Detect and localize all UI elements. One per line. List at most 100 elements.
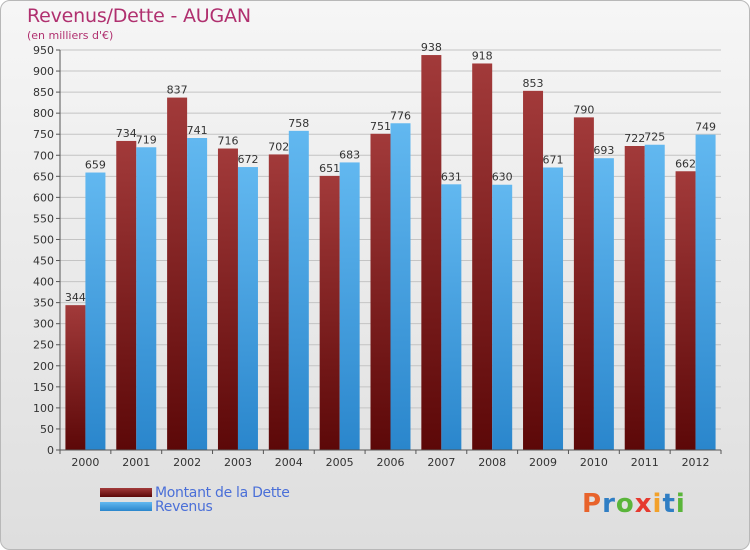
bar-revenus-2000 (85, 172, 106, 451)
x-tick-label: 2007 (427, 456, 455, 469)
y-tick-label: 950 (33, 44, 54, 57)
bar-dette-2002 (167, 97, 188, 450)
logo-letter: P (582, 489, 603, 519)
data-label-revenus-2004: 758 (288, 117, 309, 130)
legend-swatch-dette (100, 488, 152, 497)
legend-label-revenus: Revenus (155, 499, 213, 515)
data-label-revenus-2001: 719 (136, 133, 157, 146)
data-label-revenus-2010: 693 (593, 144, 614, 157)
data-label-dette-2011: 722 (624, 132, 645, 145)
bar-dette-2003 (217, 148, 238, 451)
y-tick-label: 900 (33, 65, 54, 78)
data-label-dette-2004: 702 (268, 140, 289, 153)
bar-revenus-2008 (492, 184, 513, 450)
data-label-dette-2008: 918 (472, 49, 493, 62)
bar-dette-2012 (675, 171, 696, 450)
y-tick-label: 300 (33, 318, 54, 331)
y-tick-label: 500 (33, 233, 54, 246)
y-tick-label: 650 (33, 170, 54, 183)
y-tick-label: 450 (33, 255, 54, 268)
data-label-dette-2005: 651 (319, 162, 340, 175)
data-label-dette-2003: 716 (217, 135, 238, 148)
x-tick-label: 2008 (478, 456, 506, 469)
bar-revenus-2003 (237, 167, 258, 451)
data-label-revenus-2012: 749 (695, 121, 716, 134)
x-tick-label: 2001 (122, 456, 150, 469)
data-label-revenus-2003: 672 (237, 153, 258, 166)
x-tick-label: 2010 (580, 456, 608, 469)
x-tick-label: 2000 (71, 456, 99, 469)
y-tick-label: 100 (33, 402, 54, 415)
bar-dette-2008 (472, 63, 493, 450)
x-tick-label: 2004 (275, 456, 303, 469)
bar-dette-2005 (319, 175, 340, 451)
bar-dette-2009 (523, 90, 544, 450)
logo-letter: i (675, 489, 686, 519)
bar-dette-2007 (421, 55, 442, 450)
logo-letter: x (634, 489, 653, 519)
data-label-revenus-2005: 683 (339, 148, 360, 161)
y-tick-label: 350 (33, 297, 54, 310)
x-tick-label: 2012 (682, 456, 710, 469)
data-label-dette-2000: 344 (65, 291, 86, 304)
legend-swatch-revenus (100, 502, 152, 511)
data-label-revenus-2011: 725 (644, 131, 665, 144)
x-tick-label: 2006 (377, 456, 405, 469)
y-tick-label: 850 (33, 86, 54, 99)
bar-revenus-2005 (339, 162, 360, 450)
data-label-dette-2001: 734 (116, 127, 137, 140)
bar-revenus-2007 (441, 184, 462, 450)
logo-letter: i (652, 489, 663, 519)
y-tick-label: 600 (33, 191, 54, 204)
y-tick-label: 250 (33, 339, 54, 352)
logo-letter: o (615, 489, 635, 519)
y-tick-label: 150 (33, 381, 54, 394)
bar-revenus-2002 (187, 138, 208, 450)
chart-title: Revenus/Dette - AUGAN (27, 5, 251, 27)
bar-dette-2000 (65, 305, 86, 450)
x-tick-label: 2009 (529, 456, 557, 469)
legend-label-dette: Montant de la Dette (155, 485, 290, 501)
data-label-revenus-2002: 741 (187, 124, 208, 137)
data-label-dette-2012: 662 (675, 157, 696, 170)
bar-dette-2011 (624, 146, 645, 450)
proxiti-logo: Proxiti (582, 489, 686, 519)
logo-letter: t (662, 489, 676, 519)
data-label-dette-2006: 751 (370, 120, 391, 133)
y-tick-label: 50 (40, 423, 54, 436)
data-label-revenus-2007: 631 (441, 170, 462, 183)
bar-revenus-2006 (390, 123, 411, 451)
y-tick-label: 550 (33, 212, 54, 225)
x-tick-label: 2011 (631, 456, 659, 469)
y-tick-label: 750 (33, 128, 54, 141)
bar-revenus-2004 (288, 130, 309, 450)
data-label-revenus-2008: 630 (492, 171, 513, 184)
x-tick-label: 2005 (326, 456, 354, 469)
bar-revenus-2011 (644, 144, 665, 450)
bar-dette-2001 (116, 140, 137, 450)
chart-subtitle: (en milliers d'€) (27, 29, 114, 42)
data-label-dette-2002: 837 (167, 84, 188, 97)
bar-revenus-2009 (543, 167, 564, 450)
data-label-dette-2010: 790 (573, 103, 594, 116)
y-tick-label: 700 (33, 149, 54, 162)
bar-dette-2010 (573, 117, 594, 451)
data-label-revenus-2009: 671 (543, 153, 564, 166)
data-label-dette-2007: 938 (421, 41, 442, 54)
bar-dette-2004 (268, 154, 289, 450)
y-tick-label: 400 (33, 276, 54, 289)
data-label-dette-2009: 853 (523, 77, 544, 90)
logo-letter: r (602, 489, 616, 519)
data-label-revenus-2006: 776 (390, 109, 411, 122)
y-tick-label: 0 (47, 444, 54, 457)
bar-revenus-2012 (695, 134, 716, 450)
bar-dette-2006 (370, 133, 391, 450)
bar-revenus-2010 (593, 158, 614, 451)
x-tick-label: 2003 (224, 456, 252, 469)
x-tick-label: 2002 (173, 456, 201, 469)
bar-revenus-2001 (136, 147, 157, 450)
y-tick-label: 200 (33, 360, 54, 373)
y-tick-label: 800 (33, 107, 54, 120)
data-label-revenus-2000: 659 (85, 159, 106, 172)
